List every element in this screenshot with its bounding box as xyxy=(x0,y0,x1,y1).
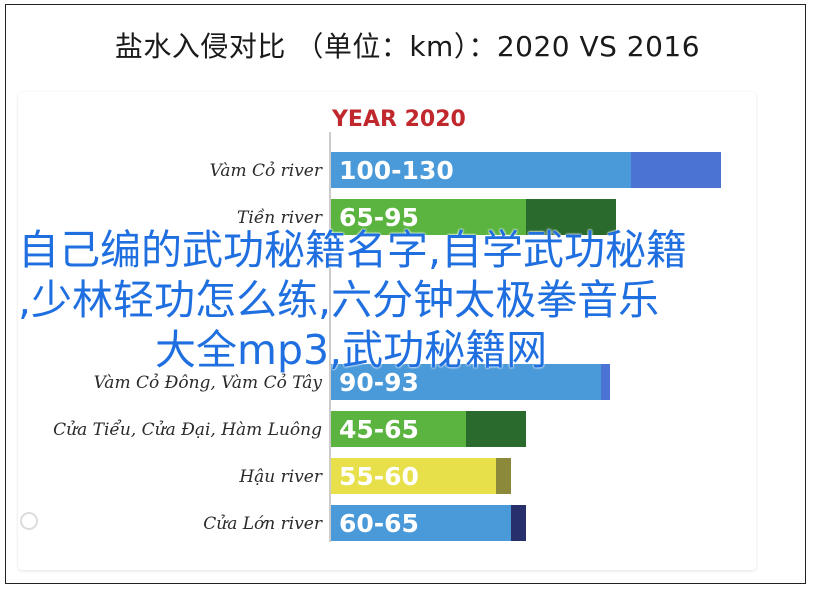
bar-base xyxy=(331,152,631,188)
category-label: Vàm Cỏ river xyxy=(210,161,323,181)
category-label: Cửa Lớn river xyxy=(203,514,323,534)
bar-extension xyxy=(601,364,610,400)
chart-panel: YEAR 2020 Vàm Cỏ river 100-130 Tiền river 65… xyxy=(18,92,756,570)
salinity-bar-chart: YEAR 2020 Vàm Cỏ river 100-130 Tiền river 65… xyxy=(53,107,721,542)
overlay-line-2[interactable]: ,少林轻功怎么练,六分钟太极拳音乐 xyxy=(18,276,660,324)
bar-value-label: 65-95 xyxy=(339,203,419,232)
bar-extension xyxy=(511,505,526,541)
watermark-icon xyxy=(20,512,38,530)
bar-base xyxy=(331,364,601,400)
group-title: YEAR 2020 xyxy=(331,107,466,132)
overlay-line-3[interactable]: 大全mp3,武功秘籍网 xyxy=(155,326,548,374)
bar-value-label: 55-60 xyxy=(339,462,419,491)
bar-value-label: 100-130 xyxy=(339,156,454,185)
bar-extension xyxy=(466,411,526,447)
category-label: Vàm Cỏ Đông, Vàm Cỏ Tây xyxy=(94,373,323,393)
bar-base xyxy=(331,505,511,541)
bar-extension xyxy=(631,152,721,188)
category-label: Tiền river xyxy=(237,208,323,228)
bar-value-label: 90-93 xyxy=(339,368,419,397)
frame-border xyxy=(5,4,806,584)
overlay-line-1[interactable]: 自己编的武功秘籍名字,自学武功秘籍 xyxy=(18,226,688,274)
bar-extension xyxy=(496,458,511,494)
category-label: Cửa Tiểu, Cửa Đại, Hàm Luông xyxy=(53,420,322,440)
page-title: 盐水入侵对比 （单位：km）：2020 VS 2016 xyxy=(114,30,701,63)
bar-base xyxy=(331,199,526,235)
bar-base xyxy=(331,411,466,447)
category-label: Hậu river xyxy=(238,467,323,487)
bar-value-label: 60-65 xyxy=(339,509,419,538)
bar-base xyxy=(331,458,496,494)
bar-value-label: 45-65 xyxy=(339,415,419,444)
bar-extension xyxy=(526,199,616,235)
